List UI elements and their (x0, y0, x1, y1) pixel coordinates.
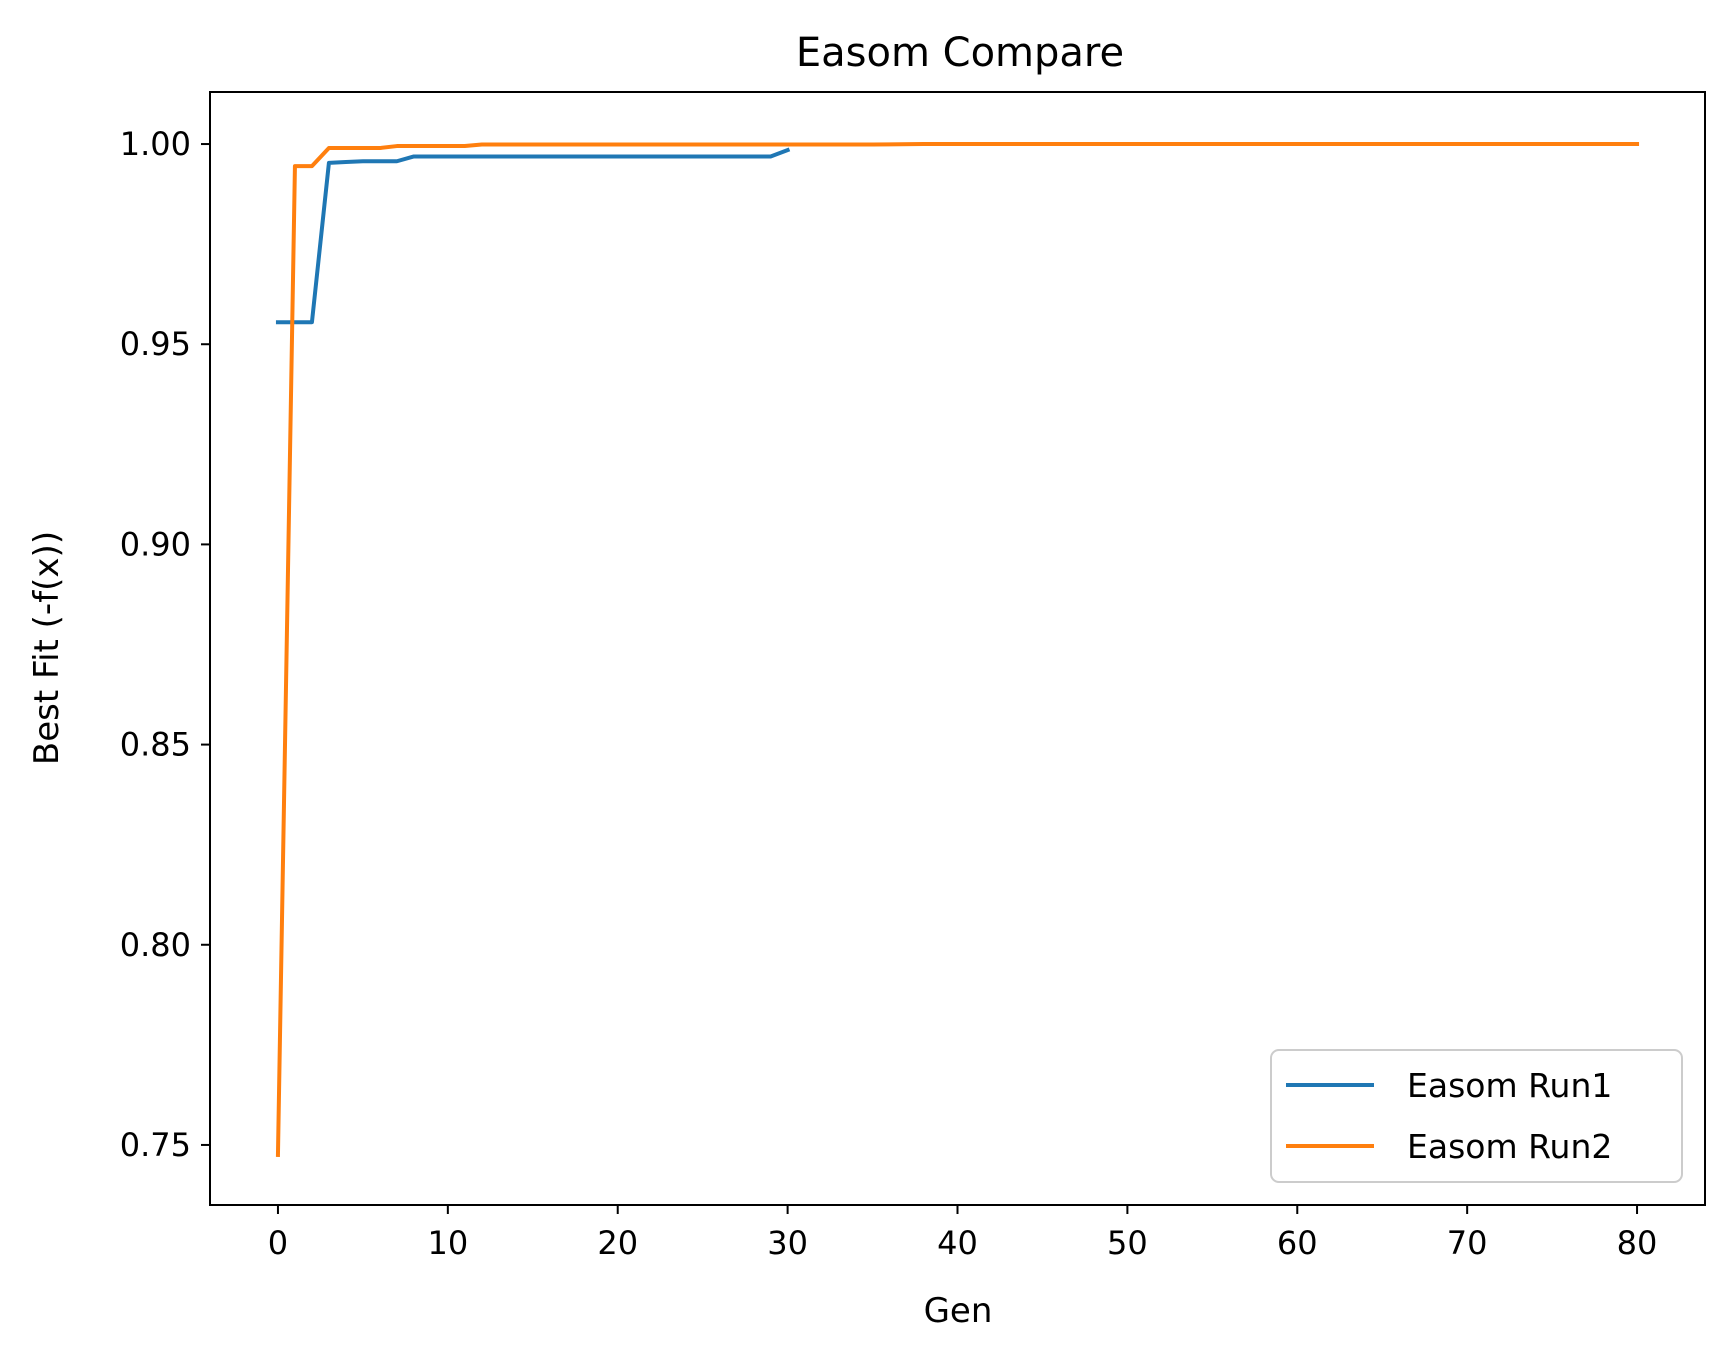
series-layer (275, 142, 1640, 1157)
series-line-easom-run1 (275, 147, 791, 325)
x-axis-label: Gen (924, 1291, 993, 1331)
x-tick-label: 50 (1107, 1224, 1148, 1262)
x-tick-label: 20 (597, 1224, 638, 1262)
x-tick-label: 40 (937, 1224, 978, 1262)
y-tick-label: 0.75 (120, 1126, 191, 1164)
y-axis-label: Best Fit (-f(x)) (27, 531, 67, 765)
y-tick-label: 0.95 (120, 325, 191, 363)
x-axis: 0 10 20 30 40 50 60 70 80 (268, 1205, 1658, 1262)
x-tick-label: 70 (1447, 1224, 1488, 1262)
y-axis: 0.75 0.80 0.85 0.90 0.95 1.00 (120, 125, 210, 1164)
y-tick-label: 0.85 (120, 726, 191, 764)
chart-title: Easom Compare (796, 30, 1124, 76)
plot-area (209, 91, 1706, 1206)
legend: Easom Run1 Easom Run2 (1270, 1049, 1683, 1183)
legend-label-easom-run1: Easom Run1 (1407, 1066, 1612, 1105)
x-tick-label: 30 (767, 1224, 808, 1262)
series-line-easom-run2 (275, 142, 1640, 1157)
x-tick-label: 0 (268, 1224, 288, 1262)
legend-label-easom-run2: Easom Run2 (1407, 1127, 1612, 1166)
plot-background (210, 92, 1705, 1205)
x-tick-label: 10 (427, 1224, 468, 1262)
x-tick-label: 60 (1277, 1224, 1318, 1262)
x-tick-label: 80 (1617, 1224, 1658, 1262)
y-tick-label: 1.00 (120, 125, 191, 163)
y-tick-label: 0.90 (120, 525, 191, 563)
y-tick-label: 0.80 (120, 926, 191, 964)
